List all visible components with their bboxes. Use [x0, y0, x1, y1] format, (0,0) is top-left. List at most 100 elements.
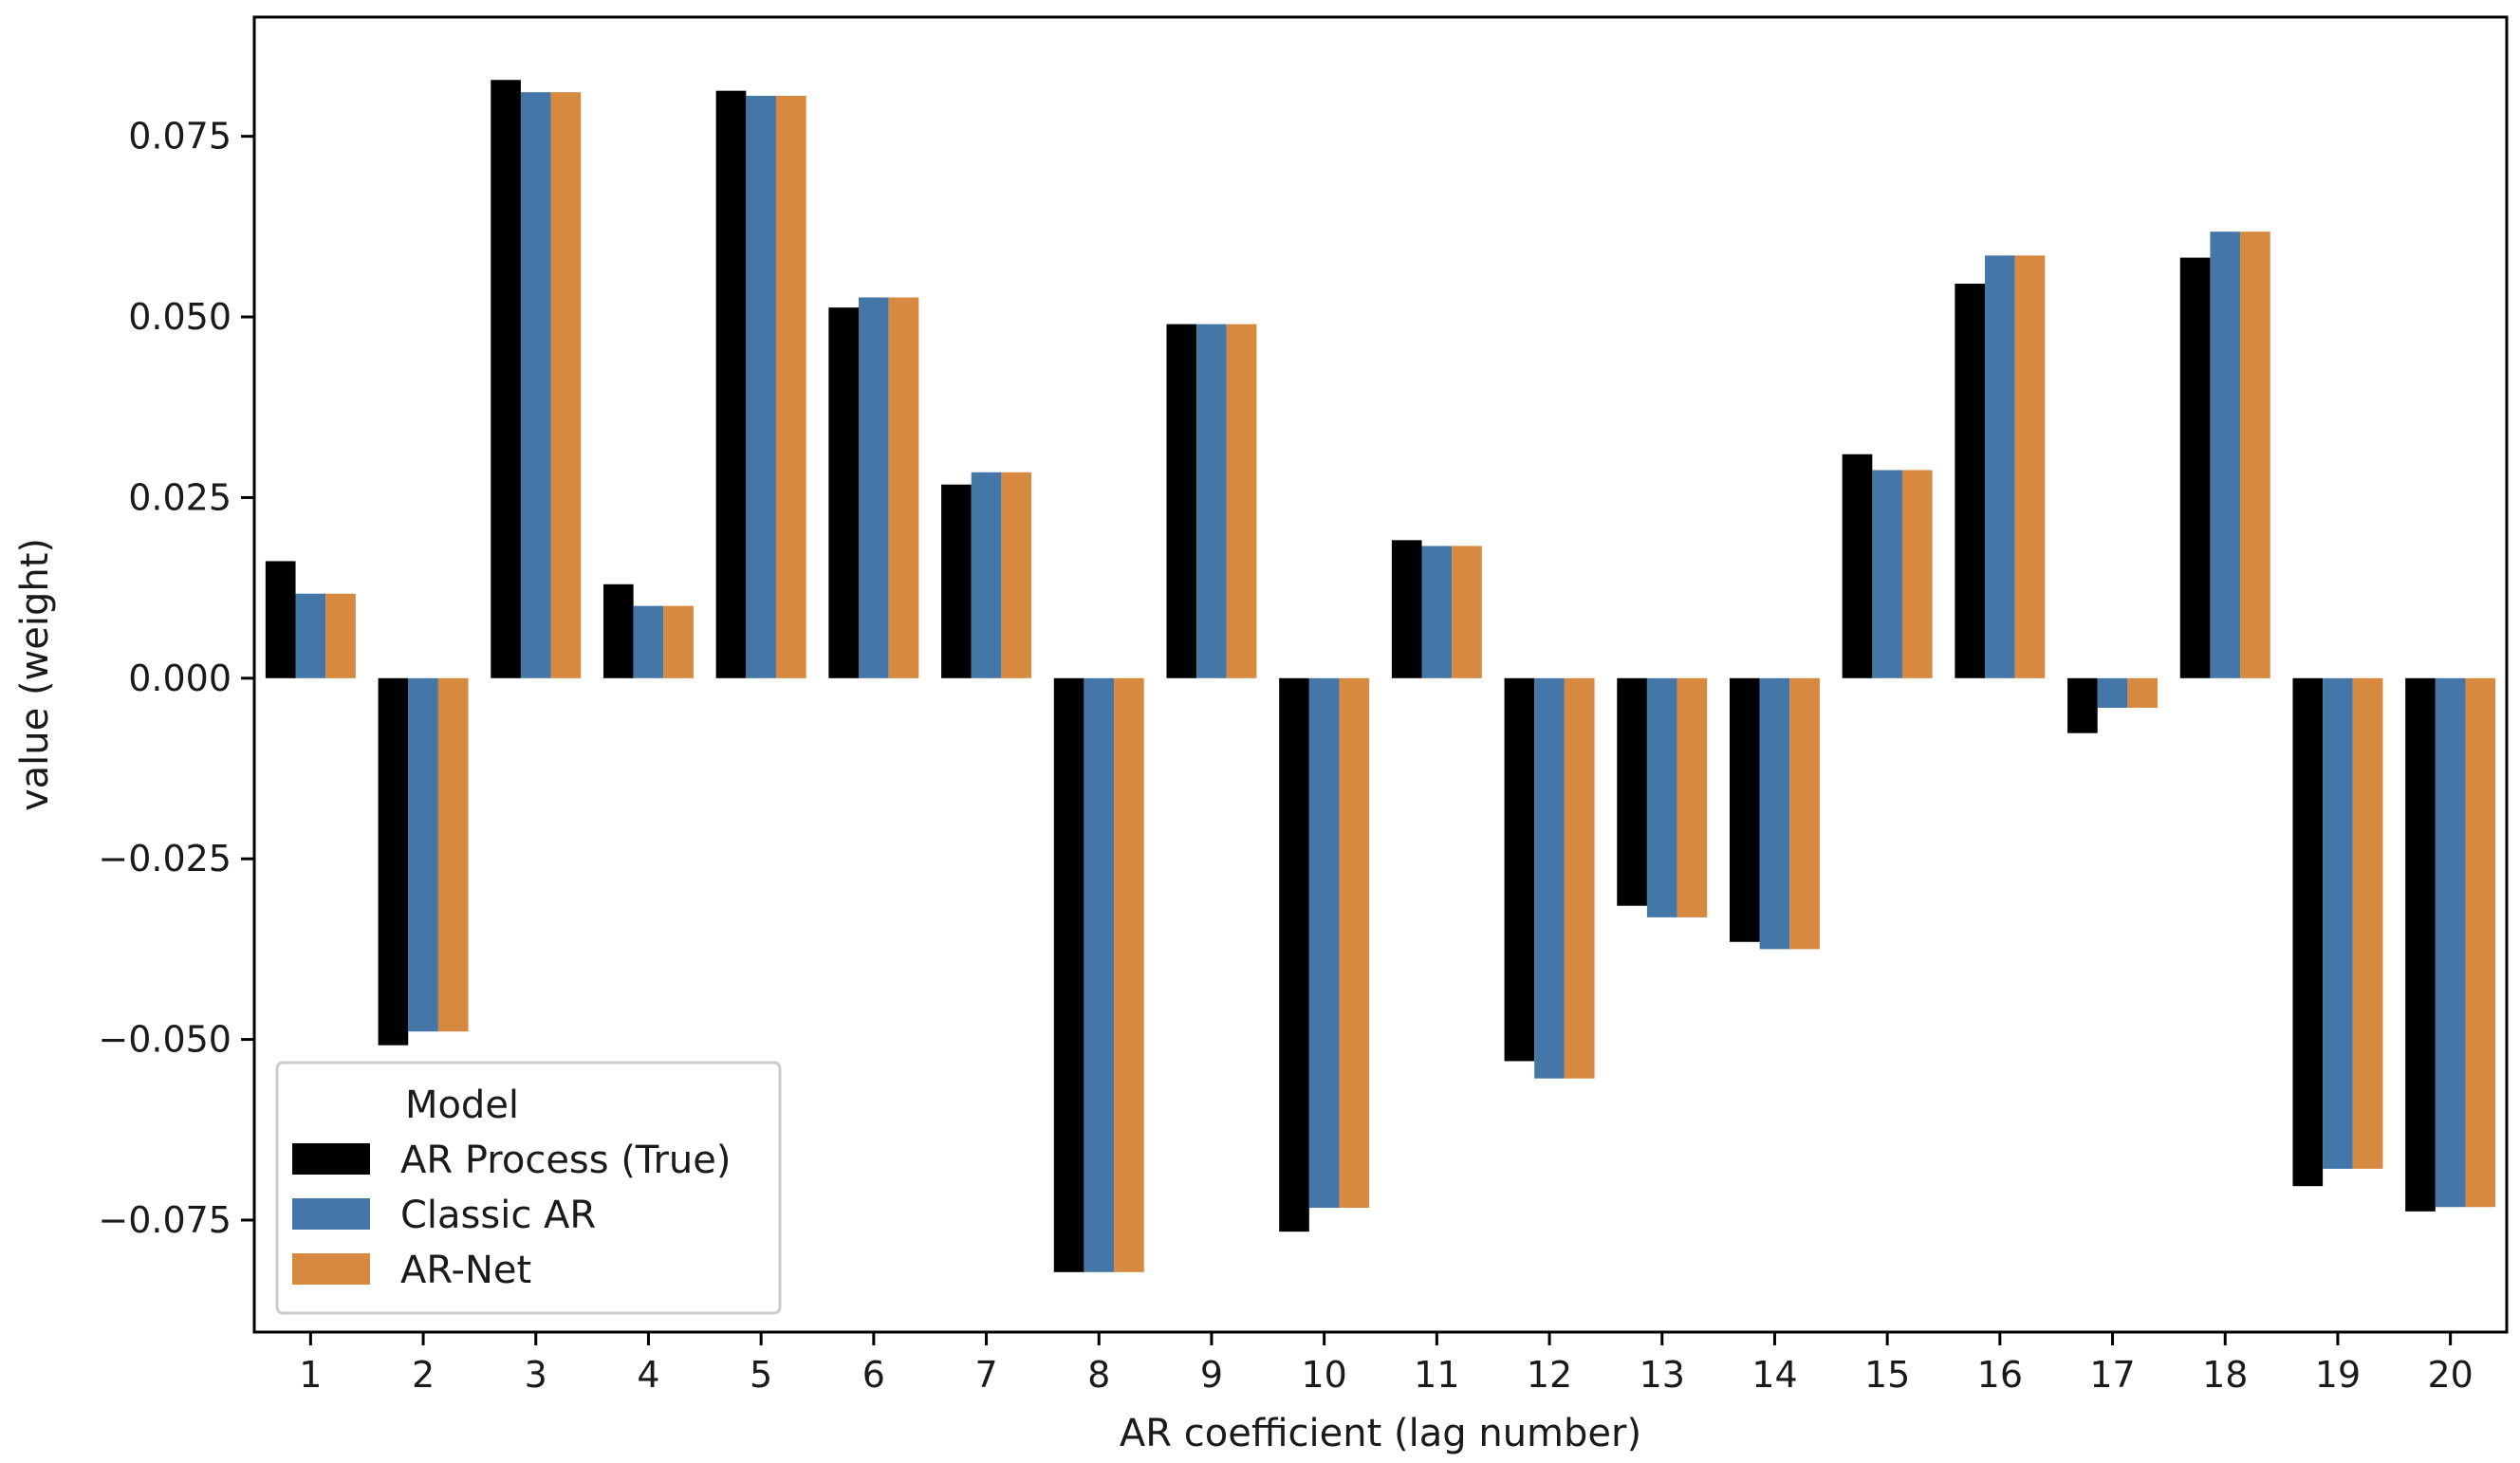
x-axis: 1 2 3 4 5 6 7 8 9 10 11 12 13 14 15 16 17 18 19 20 [299, 1332, 2474, 1396]
bar [2210, 231, 2241, 678]
x-tick-label: 6 [862, 1354, 885, 1396]
x-tick-label: 10 [1301, 1354, 1346, 1396]
y-tick-label: −0.050 [98, 1019, 232, 1061]
bar [2067, 677, 2098, 733]
bar [1166, 324, 1197, 678]
bar [775, 96, 806, 678]
bar [1114, 677, 1144, 1272]
bar [1053, 677, 1084, 1272]
legend-box [275, 1061, 782, 1315]
bar [2097, 677, 2128, 709]
bar [2435, 677, 2466, 1208]
bar [941, 484, 972, 678]
bar [1842, 454, 1873, 678]
y-tick-label: 0.025 [128, 476, 232, 518]
bar [859, 297, 889, 678]
bar [1677, 677, 1708, 917]
bar [1504, 677, 1535, 1062]
x-tick-label: 12 [1527, 1354, 1572, 1396]
legend: Model AR Process (True) Classic AR AR-Net [275, 1061, 782, 1315]
bar [550, 92, 582, 678]
bar [1955, 284, 1986, 678]
x-tick-label: 18 [2202, 1354, 2248, 1396]
bar [1872, 470, 1902, 678]
bar [491, 80, 521, 678]
x-axis-label: AR coefficient (lag number) [1120, 1412, 1641, 1455]
bar [971, 472, 1002, 678]
plot-frame [252, 15, 2509, 1334]
bar [1789, 677, 1820, 950]
legend-title: Model [405, 1083, 519, 1127]
bar [265, 561, 296, 678]
y-tick-label: 0.075 [128, 116, 232, 157]
bar [2352, 677, 2383, 1169]
bar [2323, 677, 2353, 1169]
bar [520, 92, 551, 678]
bar [437, 677, 469, 1032]
bar [1226, 324, 1257, 678]
x-tick-label: 15 [1864, 1354, 1910, 1396]
legend-label: AR Process (True) [400, 1139, 732, 1182]
bar [1534, 677, 1565, 1079]
bar [715, 90, 747, 678]
legend-entries: AR Process (True) Classic AR AR-Net [292, 1139, 732, 1292]
bar [828, 307, 860, 678]
legend-label: AR-Net [400, 1249, 531, 1292]
x-tick-label: 14 [1751, 1354, 1797, 1396]
x-tick-label: 4 [637, 1354, 659, 1396]
bar [1001, 472, 1032, 678]
x-tick-label: 8 [1087, 1354, 1110, 1396]
bar [1564, 677, 1595, 1079]
x-tick-label: 17 [2089, 1354, 2135, 1396]
legend-swatch [292, 1253, 370, 1285]
bar [746, 96, 776, 678]
bar [633, 605, 664, 678]
bar [378, 677, 409, 1046]
y-axis: −0.075 −0.050 −0.025 0.000 0.025 0.050 0.075 [98, 116, 254, 1241]
x-tick-label: 11 [1414, 1354, 1459, 1396]
bar [1084, 677, 1115, 1272]
x-tick-label: 20 [2427, 1354, 2473, 1396]
y-axis-label: value (weight) [13, 538, 57, 811]
bar [2127, 677, 2159, 709]
bar [2465, 677, 2496, 1208]
bar [1901, 470, 1933, 678]
bar [1196, 324, 1227, 678]
bar [1759, 677, 1790, 950]
x-tick-label: 5 [750, 1354, 772, 1396]
x-tick-label: 19 [2315, 1354, 2361, 1396]
legend-swatch [292, 1198, 370, 1230]
bar [325, 593, 356, 678]
bar [1421, 546, 1453, 678]
x-tick-label: 1 [299, 1354, 322, 1396]
y-tick-label: −0.025 [98, 838, 232, 880]
bar [888, 297, 919, 678]
bar [663, 605, 694, 678]
bar [2405, 677, 2436, 1212]
bar [2179, 257, 2211, 678]
bar [1617, 677, 1647, 906]
bar [408, 677, 438, 1032]
bar [1391, 540, 1422, 678]
bar [2292, 677, 2324, 1187]
x-tick-label: 13 [1640, 1354, 1685, 1396]
legend-label: Classic AR [400, 1194, 596, 1237]
y-tick-label: −0.075 [98, 1199, 232, 1241]
legend-swatch [292, 1143, 370, 1175]
bar [1452, 546, 1482, 678]
bar [602, 583, 634, 678]
bar [1729, 677, 1760, 942]
bar [1308, 677, 1340, 1209]
y-tick-label: 0.050 [128, 296, 232, 338]
bar [2014, 255, 2046, 678]
bar [2240, 231, 2270, 678]
bar [295, 593, 326, 678]
bar [1339, 677, 1370, 1209]
bar [1985, 255, 2015, 678]
y-tick-label: 0.000 [128, 657, 232, 699]
bar [1646, 677, 1677, 917]
bar [1279, 677, 1309, 1232]
bars-group [265, 80, 2496, 1272]
x-tick-label: 3 [525, 1354, 547, 1396]
